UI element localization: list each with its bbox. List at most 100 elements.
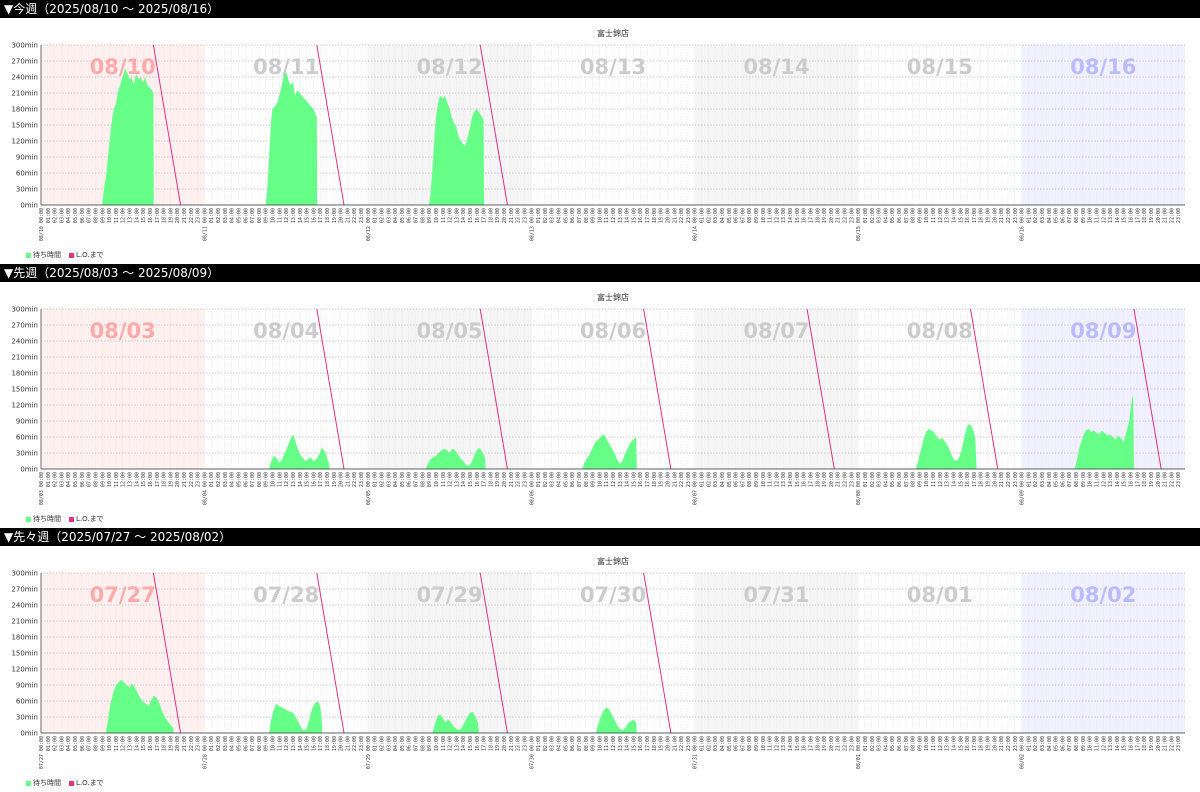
x-tick-label: 21:00: [1163, 208, 1169, 223]
x-tick-label: 11:00: [1094, 736, 1100, 751]
x-tick-label: 08/14 00:00: [693, 208, 699, 241]
x-tick-label: 15:00: [141, 472, 147, 487]
x-tick-label: 20:00: [502, 208, 508, 223]
x-tick-label: 19:00: [1149, 472, 1155, 487]
x-tick-label: 13:00: [128, 736, 134, 751]
x-tick-label: 08/03 00:00: [39, 472, 45, 505]
y-tick-label: 210min: [11, 90, 38, 98]
x-tick-label: 14:00: [1115, 208, 1121, 223]
x-tick-label: 17:00: [645, 736, 651, 751]
wait-time-area: [265, 71, 318, 205]
x-tick-label: 22:00: [189, 208, 195, 223]
x-tick-label: 01:00: [1026, 208, 1032, 223]
x-tick-label: 12:00: [1101, 736, 1107, 751]
x-tick-label: 23:00: [196, 208, 202, 223]
x-tick-label: 07:00: [904, 736, 910, 751]
x-tick-label: 22:00: [352, 208, 358, 223]
x-tick-label: 23:00: [1013, 472, 1019, 487]
wait-time-area: [1074, 394, 1134, 469]
wait-time-area: [269, 434, 330, 469]
x-tick-label: 16:00: [638, 208, 644, 223]
x-tick-label: 16:00: [802, 472, 808, 487]
x-tick-label: 03:00: [550, 208, 556, 223]
x-tick-label: 04:00: [230, 208, 236, 223]
x-tick-label: 15:00: [468, 208, 474, 223]
x-tick-label: 20:00: [175, 472, 181, 487]
x-tick-label: 23:00: [522, 736, 528, 751]
x-tick-label: 20:00: [829, 472, 835, 487]
y-tick-label: 300min: [11, 306, 38, 314]
x-tick-label: 09:00: [917, 736, 923, 751]
x-tick-label: 15:00: [958, 208, 964, 223]
x-tick-label: 11:00: [768, 472, 774, 487]
x-tick-label: 19:00: [168, 472, 174, 487]
x-tick-label: 15:00: [795, 208, 801, 223]
x-tick-label: 19:00: [332, 208, 338, 223]
legend-label: 待ち時間: [33, 515, 61, 523]
x-tick-label: 10:00: [107, 736, 113, 751]
x-tick-label: 18:00: [815, 472, 821, 487]
x-tick-label: 12:00: [774, 208, 780, 223]
chart-legend: 待ち時間 L.O.まで: [26, 514, 112, 524]
legend-label: L.O.まで: [76, 251, 104, 259]
x-tick-label: 10:00: [271, 208, 277, 223]
x-tick-label: 03:00: [1040, 736, 1046, 751]
x-tick-label: 02:00: [706, 736, 712, 751]
x-tick-label: 16:00: [148, 472, 154, 487]
lo-line: [152, 572, 182, 734]
x-tick-label: 15:00: [305, 208, 311, 223]
x-tick-label: 22:00: [189, 472, 195, 487]
x-tick-label: 08/11 00:00: [202, 208, 208, 241]
x-tick-label: 21:00: [1163, 736, 1169, 751]
x-tick-label: 08:00: [747, 208, 753, 223]
x-tick-label: 01:00: [863, 736, 869, 751]
x-tick-label: 10:00: [924, 736, 930, 751]
x-tick-label: 02:00: [379, 472, 385, 487]
x-tick-label: 03:00: [713, 736, 719, 751]
x-tick-label: 17:00: [318, 472, 324, 487]
x-tick-label: 02:00: [543, 472, 549, 487]
x-tick-label: 05:00: [236, 736, 242, 751]
x-tick-label: 09:00: [591, 736, 597, 751]
y-tick-label: 150min: [11, 122, 38, 130]
x-tick-label: 04:00: [720, 736, 726, 751]
week-header: ▼先週（2025/08/03 〜 2025/08/09）: [0, 264, 1200, 282]
wait-time-chart: 富士錦店 0min 30min 60min 90min 120min 150min 180mi…: [11, 556, 1185, 769]
y-tick-label: 120min: [11, 402, 38, 410]
x-tick-label: 08/12 00:00: [366, 208, 372, 241]
x-tick-label: 15:00: [631, 472, 637, 487]
lo-line: [479, 44, 508, 206]
x-tick-label: 16:00: [148, 736, 154, 751]
x-tick-label: 07/28 00:00: [202, 736, 208, 769]
x-tick-label: 10:00: [761, 208, 767, 223]
chart-title: 富士錦店: [597, 28, 629, 38]
y-tick-label: 150min: [11, 386, 38, 394]
x-tick-label: 14:00: [134, 736, 140, 751]
x-tick-label: 08/15 00:00: [856, 208, 862, 241]
x-tick-label: 08/04 00:00: [202, 472, 208, 505]
x-tick-label: 06:00: [570, 472, 576, 487]
x-tick-label: 14:00: [951, 472, 957, 487]
y-tick-label: 270min: [11, 586, 38, 594]
lo-line: [316, 572, 345, 734]
x-tick-label: 19:00: [659, 472, 665, 487]
x-tick-label: 11:00: [441, 208, 447, 223]
x-tick-label: 13:00: [1108, 736, 1114, 751]
x-tick-label: 14:00: [788, 472, 794, 487]
chart-legend: 待ち時間 L.O.まで: [26, 778, 112, 788]
x-tick-label: 08:00: [420, 208, 426, 223]
x-tick-label: 01:00: [46, 208, 52, 223]
x-tick-label: 10:00: [434, 736, 440, 751]
x-tick-label: 22:00: [1006, 208, 1012, 223]
x-tick-label: 14:00: [1115, 472, 1121, 487]
x-tick-label: 01:00: [536, 208, 542, 223]
x-tick-label: 06:00: [897, 208, 903, 223]
x-tick-label: 07:00: [250, 472, 256, 487]
x-tick-label: 09:00: [1081, 208, 1087, 223]
x-tick-label: 13:00: [1108, 208, 1114, 223]
x-tick-label: 14:00: [1115, 736, 1121, 751]
x-tick-label: 17:00: [155, 472, 161, 487]
x-tick-label: 18:00: [652, 736, 658, 751]
day-big-label: 08/08: [907, 319, 973, 343]
x-tick-label: 20:00: [992, 208, 998, 223]
